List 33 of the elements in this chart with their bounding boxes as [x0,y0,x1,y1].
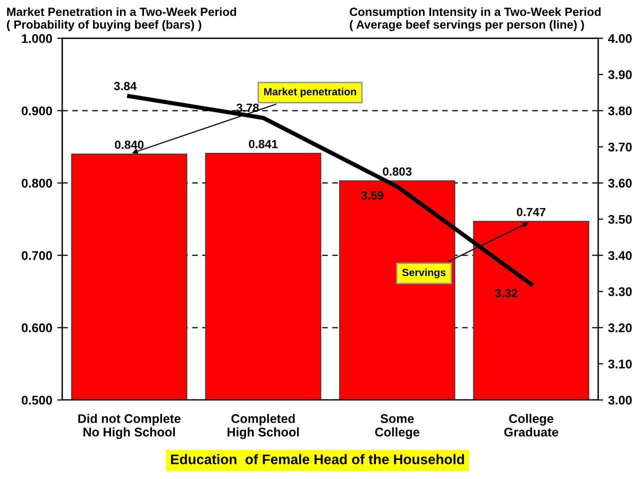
y2-axis-title: Consumption Intensity in a Two-Week Period ( Average beef servings per person (line) ) [350,7,601,32]
data-label: 3.32 [495,288,518,298]
annotation: Servings [402,268,446,278]
data-label: 3.59 [361,191,384,200]
y2-tick-label: 3.40 [608,251,632,260]
data-label: 0.747 [516,208,546,216]
y-tick-label: 0.700 [22,251,52,260]
x-axis-title: Education of Female Head of the Household [171,454,464,464]
y-tick-label: 0.500 [22,396,52,405]
y-tick-label: 0.600 [22,323,52,332]
y2-tick-label: 4.00 [608,34,632,43]
data-label: 0.840 [114,140,144,149]
y2-tick-label: 3.10 [608,360,632,368]
y2-tick-label: 3.80 [608,106,632,116]
annotation: Market penetration [264,88,356,98]
y2-tick-label: 3.30 [608,287,632,296]
data-label: 0.841 [248,140,278,148]
y2-tick-label: 3.50 [608,214,632,224]
y2-tick-label: 3.00 [608,396,632,405]
x-tick-label: Did not Complete No High School [78,414,181,440]
x-tick-label: Some College [375,414,420,440]
y-tick-label: 0.900 [22,106,52,116]
y-axis-title: Market Penetration in a Two-Week Period ( Probability of buying beef (bars) ) [6,7,236,32]
x-tick-label: Completed High School [228,414,299,440]
y2-tick-label: 3.60 [608,178,632,188]
y-tick-label: 1.000 [22,34,52,43]
data-label: 3.84 [114,82,137,90]
x-tick-label: College Graduate [504,414,558,437]
y2-tick-label: 3.20 [608,323,632,332]
y-tick-label: 0.800 [22,178,52,188]
y2-tick-label: 3.90 [608,70,632,80]
data-label: 0.803 [382,167,412,176]
y2-tick-label: 3.70 [608,142,632,152]
